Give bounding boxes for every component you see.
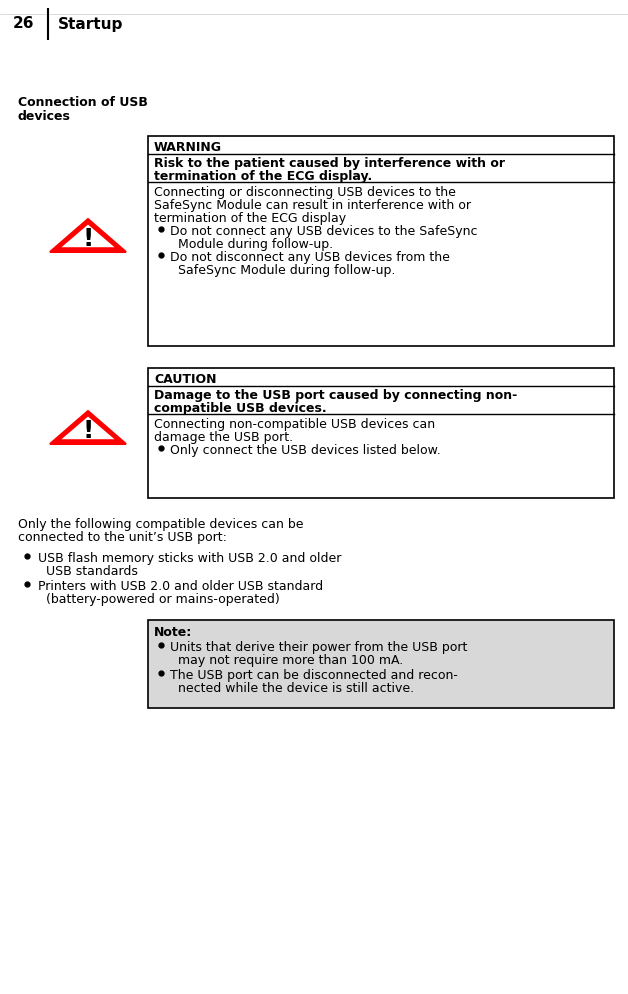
Text: Connecting or disconnecting USB devices to the: Connecting or disconnecting USB devices …	[154, 186, 456, 199]
Text: Module during follow-up.: Module during follow-up.	[178, 238, 333, 251]
Text: USB standards: USB standards	[46, 565, 138, 578]
Text: Startup: Startup	[58, 17, 123, 32]
Text: connected to the unit’s USB port:: connected to the unit’s USB port:	[18, 531, 227, 544]
Text: Connection of USB: Connection of USB	[18, 96, 148, 109]
Text: Do not disconnect any USB devices from the: Do not disconnect any USB devices from t…	[170, 251, 450, 264]
Text: 26: 26	[13, 17, 35, 32]
Text: !: !	[82, 227, 94, 250]
Bar	[148, 136, 614, 346]
Text: termination of the ECG display: termination of the ECG display	[154, 212, 346, 225]
Text: Only connect the USB devices listed below.: Only connect the USB devices listed belo…	[170, 444, 441, 457]
Text: nected while the device is still active.: nected while the device is still active.	[178, 682, 414, 695]
Text: Units that derive their power from the USB port: Units that derive their power from the U…	[170, 641, 467, 654]
Text: damage the USB port.: damage the USB port.	[154, 431, 293, 444]
Text: Only the following compatible devices can be: Only the following compatible devices ca…	[18, 518, 303, 531]
Text: WARNING: WARNING	[154, 141, 222, 154]
Text: termination of the ECG display.: termination of the ECG display.	[154, 170, 372, 183]
Text: Do not connect any USB devices to the SafeSync: Do not connect any USB devices to the Sa…	[170, 225, 477, 238]
Text: devices: devices	[18, 110, 71, 123]
Polygon shape	[62, 225, 114, 248]
Text: USB flash memory sticks with USB 2.0 and older: USB flash memory sticks with USB 2.0 and…	[38, 552, 342, 565]
Text: Damage to the USB port caused by connecting non-: Damage to the USB port caused by connect…	[154, 389, 517, 402]
Text: Risk to the patient caused by interference with or: Risk to the patient caused by interferen…	[154, 157, 505, 170]
Text: Note:: Note:	[154, 626, 192, 639]
Text: !: !	[82, 418, 94, 442]
Polygon shape	[50, 412, 126, 444]
Text: Printers with USB 2.0 and older USB standard: Printers with USB 2.0 and older USB stan…	[38, 580, 323, 593]
Text: SafeSync Module during follow-up.: SafeSync Module during follow-up.	[178, 264, 396, 277]
Text: may not require more than 100 mA.: may not require more than 100 mA.	[178, 654, 403, 667]
Polygon shape	[50, 219, 126, 251]
Text: SafeSync Module can result in interference with or: SafeSync Module can result in interferen…	[154, 199, 471, 212]
Text: Connecting non-compatible USB devices can: Connecting non-compatible USB devices ca…	[154, 418, 435, 431]
Text: compatible USB devices.: compatible USB devices.	[154, 402, 327, 415]
Bar	[148, 620, 614, 708]
Text: The USB port can be disconnected and recon-: The USB port can be disconnected and rec…	[170, 669, 458, 682]
Bar	[148, 368, 614, 498]
Polygon shape	[62, 416, 114, 439]
Text: CAUTION: CAUTION	[154, 373, 217, 386]
Text: (battery-powered or mains-operated): (battery-powered or mains-operated)	[46, 593, 279, 606]
